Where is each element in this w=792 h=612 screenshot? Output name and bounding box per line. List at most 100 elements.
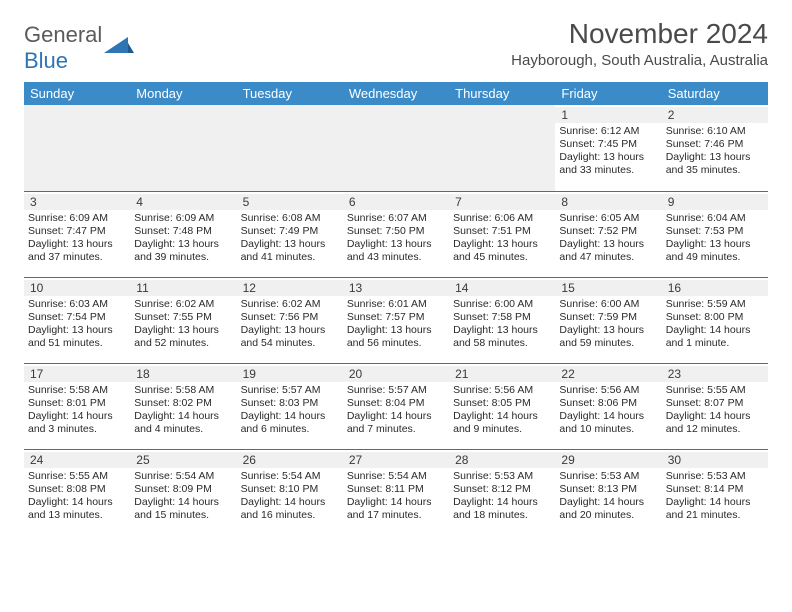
day-number: 6 — [343, 194, 449, 210]
sunset-text: Sunset: 8:10 PM — [241, 483, 339, 496]
calendar-week: 3Sunrise: 6:09 AMSunset: 7:47 PMDaylight… — [24, 191, 768, 277]
day-info: Sunrise: 5:53 AMSunset: 8:13 PMDaylight:… — [559, 470, 657, 523]
sunrise-text: Sunrise: 6:09 AM — [134, 212, 232, 225]
day-number: 25 — [130, 452, 236, 468]
daylight-text: Daylight: 14 hours and 10 minutes. — [559, 410, 657, 436]
daylight-text: Daylight: 13 hours and 54 minutes. — [241, 324, 339, 350]
sunrise-text: Sunrise: 5:57 AM — [347, 384, 445, 397]
day-cell: 15 Sunrise: 6:00 AMSunset: 7:59 PMDayligh… — [555, 277, 661, 363]
weekday-label: Wednesday — [343, 82, 449, 105]
logo-word2: Blue — [24, 48, 68, 73]
day-number: 16 — [662, 280, 768, 296]
day-info: Sunrise: 6:00 AMSunset: 7:58 PMDaylight:… — [453, 298, 551, 351]
sunrise-text: Sunrise: 5:55 AM — [666, 384, 764, 397]
day-cell: 3 Sunrise: 6:09 AMSunset: 7:47 PMDaylight… — [24, 191, 130, 277]
empty-cell — [343, 105, 449, 191]
sunset-text: Sunset: 7:47 PM — [28, 225, 126, 238]
daylight-text: Daylight: 14 hours and 20 minutes. — [559, 496, 657, 522]
sunset-text: Sunset: 7:52 PM — [559, 225, 657, 238]
daylight-text: Daylight: 13 hours and 37 minutes. — [28, 238, 126, 264]
day-number: 7 — [449, 194, 555, 210]
day-cell: 24Sunrise: 5:55 AMSunset: 8:08 PMDayligh… — [24, 449, 130, 535]
sunrise-text: Sunrise: 5:56 AM — [453, 384, 551, 397]
sunrise-text: Sunrise: 6:12 AM — [559, 125, 657, 138]
day-cell: 16 Sunrise: 5:59 AMSunset: 8:00 PMDayligh… — [662, 277, 768, 363]
day-number: 10 — [24, 280, 130, 296]
daylight-text: Daylight: 14 hours and 17 minutes. — [347, 496, 445, 522]
daylight-text: Daylight: 14 hours and 15 minutes. — [134, 496, 232, 522]
day-number: 23 — [662, 366, 768, 382]
weekday-label: Tuesday — [237, 82, 343, 105]
day-info: Sunrise: 6:06 AMSunset: 7:51 PMDaylight:… — [453, 212, 551, 265]
weekday-label: Friday — [555, 82, 661, 105]
day-info: Sunrise: 6:09 AMSunset: 7:48 PMDaylight:… — [134, 212, 232, 265]
day-number: 30 — [662, 452, 768, 468]
sunset-text: Sunset: 8:07 PM — [666, 397, 764, 410]
day-cell: 5Sunrise: 6:08 AMSunset: 7:49 PMDaylight… — [237, 191, 343, 277]
daylight-text: Daylight: 14 hours and 21 minutes. — [666, 496, 764, 522]
sunrise-text: Sunrise: 6:08 AM — [241, 212, 339, 225]
calendar-week: 24Sunrise: 5:55 AMSunset: 8:08 PMDayligh… — [24, 449, 768, 535]
day-info: Sunrise: 5:58 AMSunset: 8:01 PMDaylight:… — [28, 384, 126, 437]
day-info: Sunrise: 6:12 AMSunset: 7:45 PMDaylight:… — [559, 125, 657, 178]
calendar-week: 17Sunrise: 5:58 AMSunset: 8:01 PMDayligh… — [24, 363, 768, 449]
day-cell: 4 Sunrise: 6:09 AMSunset: 7:48 PMDaylight… — [130, 191, 236, 277]
day-cell: 19 Sunrise: 5:57 AMSunset: 8:03 PMDayligh… — [237, 363, 343, 449]
day-info: Sunrise: 6:09 AMSunset: 7:47 PMDaylight:… — [28, 212, 126, 265]
day-number: 11 — [130, 280, 236, 296]
day-cell: 23Sunrise: 5:55 AMSunset: 8:07 PMDayligh… — [662, 363, 768, 449]
sunrise-text: Sunrise: 5:59 AM — [666, 298, 764, 311]
daylight-text: Daylight: 13 hours and 49 minutes. — [666, 238, 764, 264]
day-cell: 22Sunrise: 5:56 AMSunset: 8:06 PMDayligh… — [555, 363, 661, 449]
day-number: 15 — [555, 280, 661, 296]
daylight-text: Daylight: 13 hours and 39 minutes. — [134, 238, 232, 264]
daylight-text: Daylight: 14 hours and 6 minutes. — [241, 410, 339, 436]
day-number: 4 — [130, 194, 236, 210]
day-cell: 27Sunrise: 5:54 AMSunset: 8:11 PMDayligh… — [343, 449, 449, 535]
daylight-text: Daylight: 14 hours and 7 minutes. — [347, 410, 445, 436]
day-info: Sunrise: 6:02 AMSunset: 7:55 PMDaylight:… — [134, 298, 232, 351]
calendar-week: 10Sunrise: 6:03 AMSunset: 7:54 PMDayligh… — [24, 277, 768, 363]
day-cell: 7 Sunrise: 6:06 AMSunset: 7:51 PMDaylight… — [449, 191, 555, 277]
day-info: Sunrise: 5:59 AMSunset: 8:00 PMDaylight:… — [666, 298, 764, 351]
daylight-text: Daylight: 14 hours and 13 minutes. — [28, 496, 126, 522]
day-info: Sunrise: 5:54 AMSunset: 8:09 PMDaylight:… — [134, 470, 232, 523]
day-info: Sunrise: 5:56 AMSunset: 8:05 PMDaylight:… — [453, 384, 551, 437]
sunrise-text: Sunrise: 5:56 AM — [559, 384, 657, 397]
day-info: Sunrise: 6:00 AMSunset: 7:59 PMDaylight:… — [559, 298, 657, 351]
day-cell: 6Sunrise: 6:07 AMSunset: 7:50 PMDaylight… — [343, 191, 449, 277]
day-number: 3 — [24, 194, 130, 210]
location-text: Hayborough, South Australia, Australia — [511, 52, 768, 69]
weekday-label: Thursday — [449, 82, 555, 105]
day-number: 20 — [343, 366, 449, 382]
day-cell: 10Sunrise: 6:03 AMSunset: 7:54 PMDayligh… — [24, 277, 130, 363]
day-number: 19 — [237, 366, 343, 382]
daylight-text: Daylight: 13 hours and 47 minutes. — [559, 238, 657, 264]
logo-text: General Blue — [24, 22, 102, 74]
day-cell: 1Sunrise: 6:12 AMSunset: 7:45 PMDaylight… — [555, 105, 661, 191]
daylight-text: Daylight: 14 hours and 4 minutes. — [134, 410, 232, 436]
daylight-text: Daylight: 13 hours and 59 minutes. — [559, 324, 657, 350]
day-number: 18 — [130, 366, 236, 382]
sunrise-text: Sunrise: 6:00 AM — [453, 298, 551, 311]
day-info: Sunrise: 5:57 AMSunset: 8:03 PMDaylight:… — [241, 384, 339, 437]
day-number: 22 — [555, 366, 661, 382]
calendar-grid: Sunday Monday Tuesday Wednesday Thursday… — [24, 82, 768, 535]
sunset-text: Sunset: 7:53 PM — [666, 225, 764, 238]
daylight-text: Daylight: 13 hours and 43 minutes. — [347, 238, 445, 264]
daylight-text: Daylight: 13 hours and 35 minutes. — [666, 151, 764, 177]
logo-word1: General — [24, 22, 102, 47]
sunset-text: Sunset: 8:05 PM — [453, 397, 551, 410]
day-info: Sunrise: 6:02 AMSunset: 7:56 PMDaylight:… — [241, 298, 339, 351]
day-info: Sunrise: 5:53 AMSunset: 8:14 PMDaylight:… — [666, 470, 764, 523]
day-cell: 8Sunrise: 6:05 AMSunset: 7:52 PMDaylight… — [555, 191, 661, 277]
weekday-label: Saturday — [662, 82, 768, 105]
day-cell: 25 Sunrise: 5:54 AMSunset: 8:09 PMDayligh… — [130, 449, 236, 535]
brand-logo: General Blue — [24, 22, 134, 74]
calendar-week: 1Sunrise: 6:12 AMSunset: 7:45 PMDaylight… — [24, 105, 768, 191]
day-number: 2 — [662, 107, 768, 123]
sunrise-text: Sunrise: 6:06 AM — [453, 212, 551, 225]
empty-cell — [237, 105, 343, 191]
day-cell: 13Sunrise: 6:01 AMSunset: 7:57 PMDayligh… — [343, 277, 449, 363]
sunrise-text: Sunrise: 5:54 AM — [241, 470, 339, 483]
